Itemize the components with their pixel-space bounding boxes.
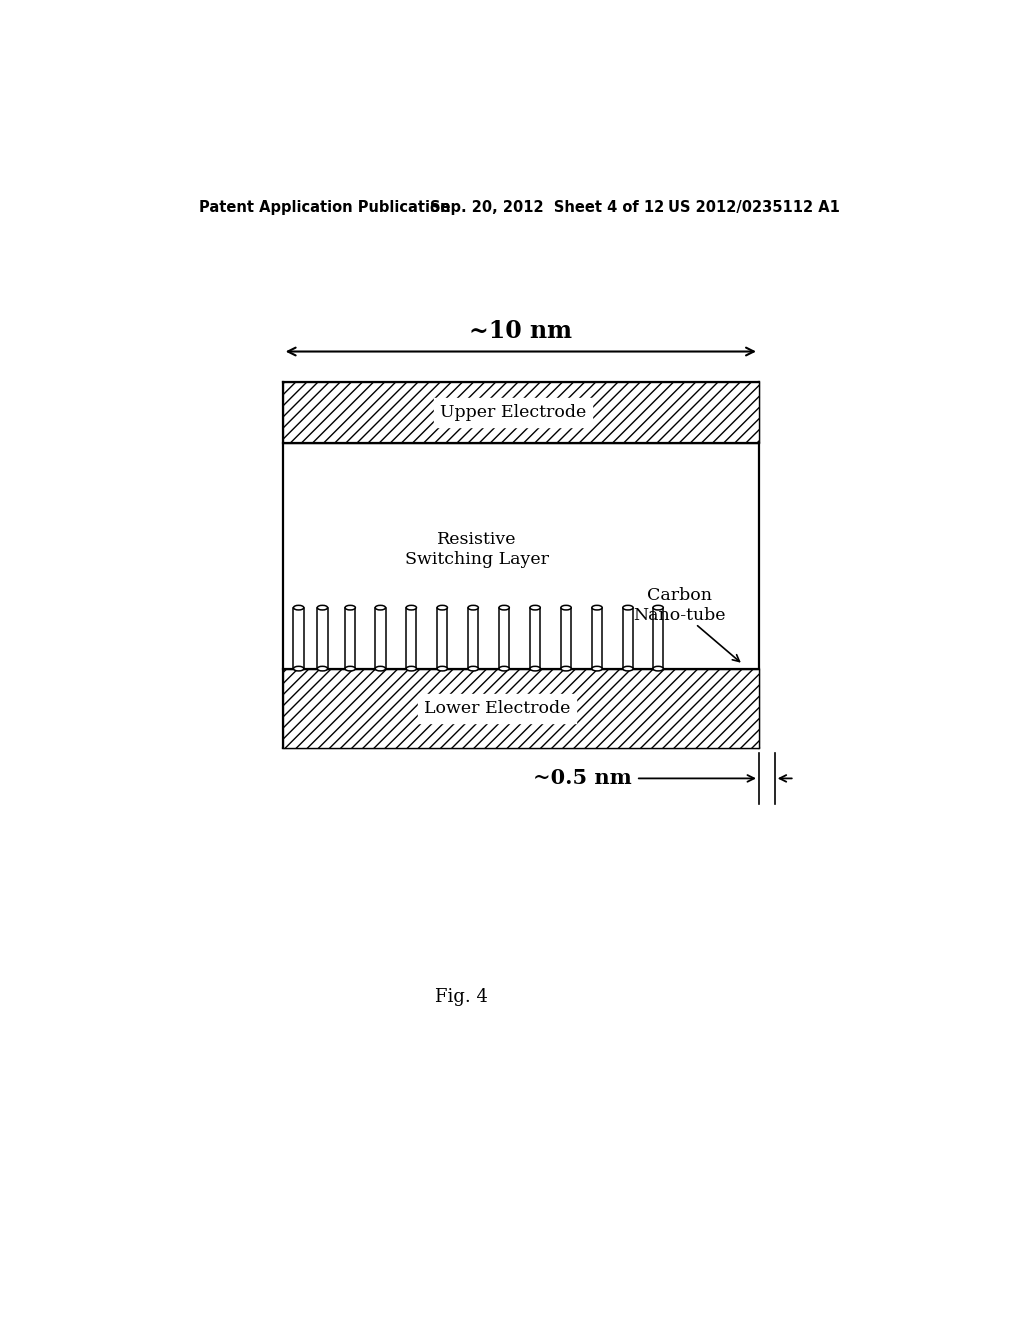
Ellipse shape xyxy=(499,606,509,610)
Ellipse shape xyxy=(623,667,633,671)
Text: Sep. 20, 2012  Sheet 4 of 12: Sep. 20, 2012 Sheet 4 of 12 xyxy=(430,199,664,215)
Text: US 2012/0235112 A1: US 2012/0235112 A1 xyxy=(668,199,840,215)
Ellipse shape xyxy=(561,606,571,610)
Ellipse shape xyxy=(407,667,417,671)
Ellipse shape xyxy=(294,606,304,610)
Ellipse shape xyxy=(375,667,385,671)
Ellipse shape xyxy=(530,667,541,671)
Text: ~0.5 nm: ~0.5 nm xyxy=(534,768,632,788)
Text: Fig. 4: Fig. 4 xyxy=(435,987,487,1006)
Text: Patent Application Publication: Patent Application Publication xyxy=(200,199,451,215)
Ellipse shape xyxy=(561,667,571,671)
Ellipse shape xyxy=(499,667,509,671)
Ellipse shape xyxy=(317,667,328,671)
Ellipse shape xyxy=(653,606,664,610)
Ellipse shape xyxy=(345,667,355,671)
Ellipse shape xyxy=(592,606,602,610)
Text: Lower Electrode: Lower Electrode xyxy=(424,700,570,717)
Ellipse shape xyxy=(530,606,541,610)
Ellipse shape xyxy=(623,606,633,610)
Text: Carbon
Nano-tube: Carbon Nano-tube xyxy=(633,587,726,624)
Text: Resistive
Switching Layer: Resistive Switching Layer xyxy=(406,532,549,568)
Ellipse shape xyxy=(468,606,478,610)
Ellipse shape xyxy=(592,667,602,671)
Ellipse shape xyxy=(375,606,385,610)
Ellipse shape xyxy=(407,606,417,610)
Ellipse shape xyxy=(437,667,447,671)
Ellipse shape xyxy=(468,667,478,671)
Ellipse shape xyxy=(653,667,664,671)
Ellipse shape xyxy=(437,606,447,610)
Bar xyxy=(283,381,759,444)
Ellipse shape xyxy=(345,606,355,610)
Bar xyxy=(283,669,759,748)
Ellipse shape xyxy=(317,606,328,610)
Text: ~10 nm: ~10 nm xyxy=(469,319,572,343)
Ellipse shape xyxy=(294,667,304,671)
Text: Upper Electrode: Upper Electrode xyxy=(439,404,586,421)
